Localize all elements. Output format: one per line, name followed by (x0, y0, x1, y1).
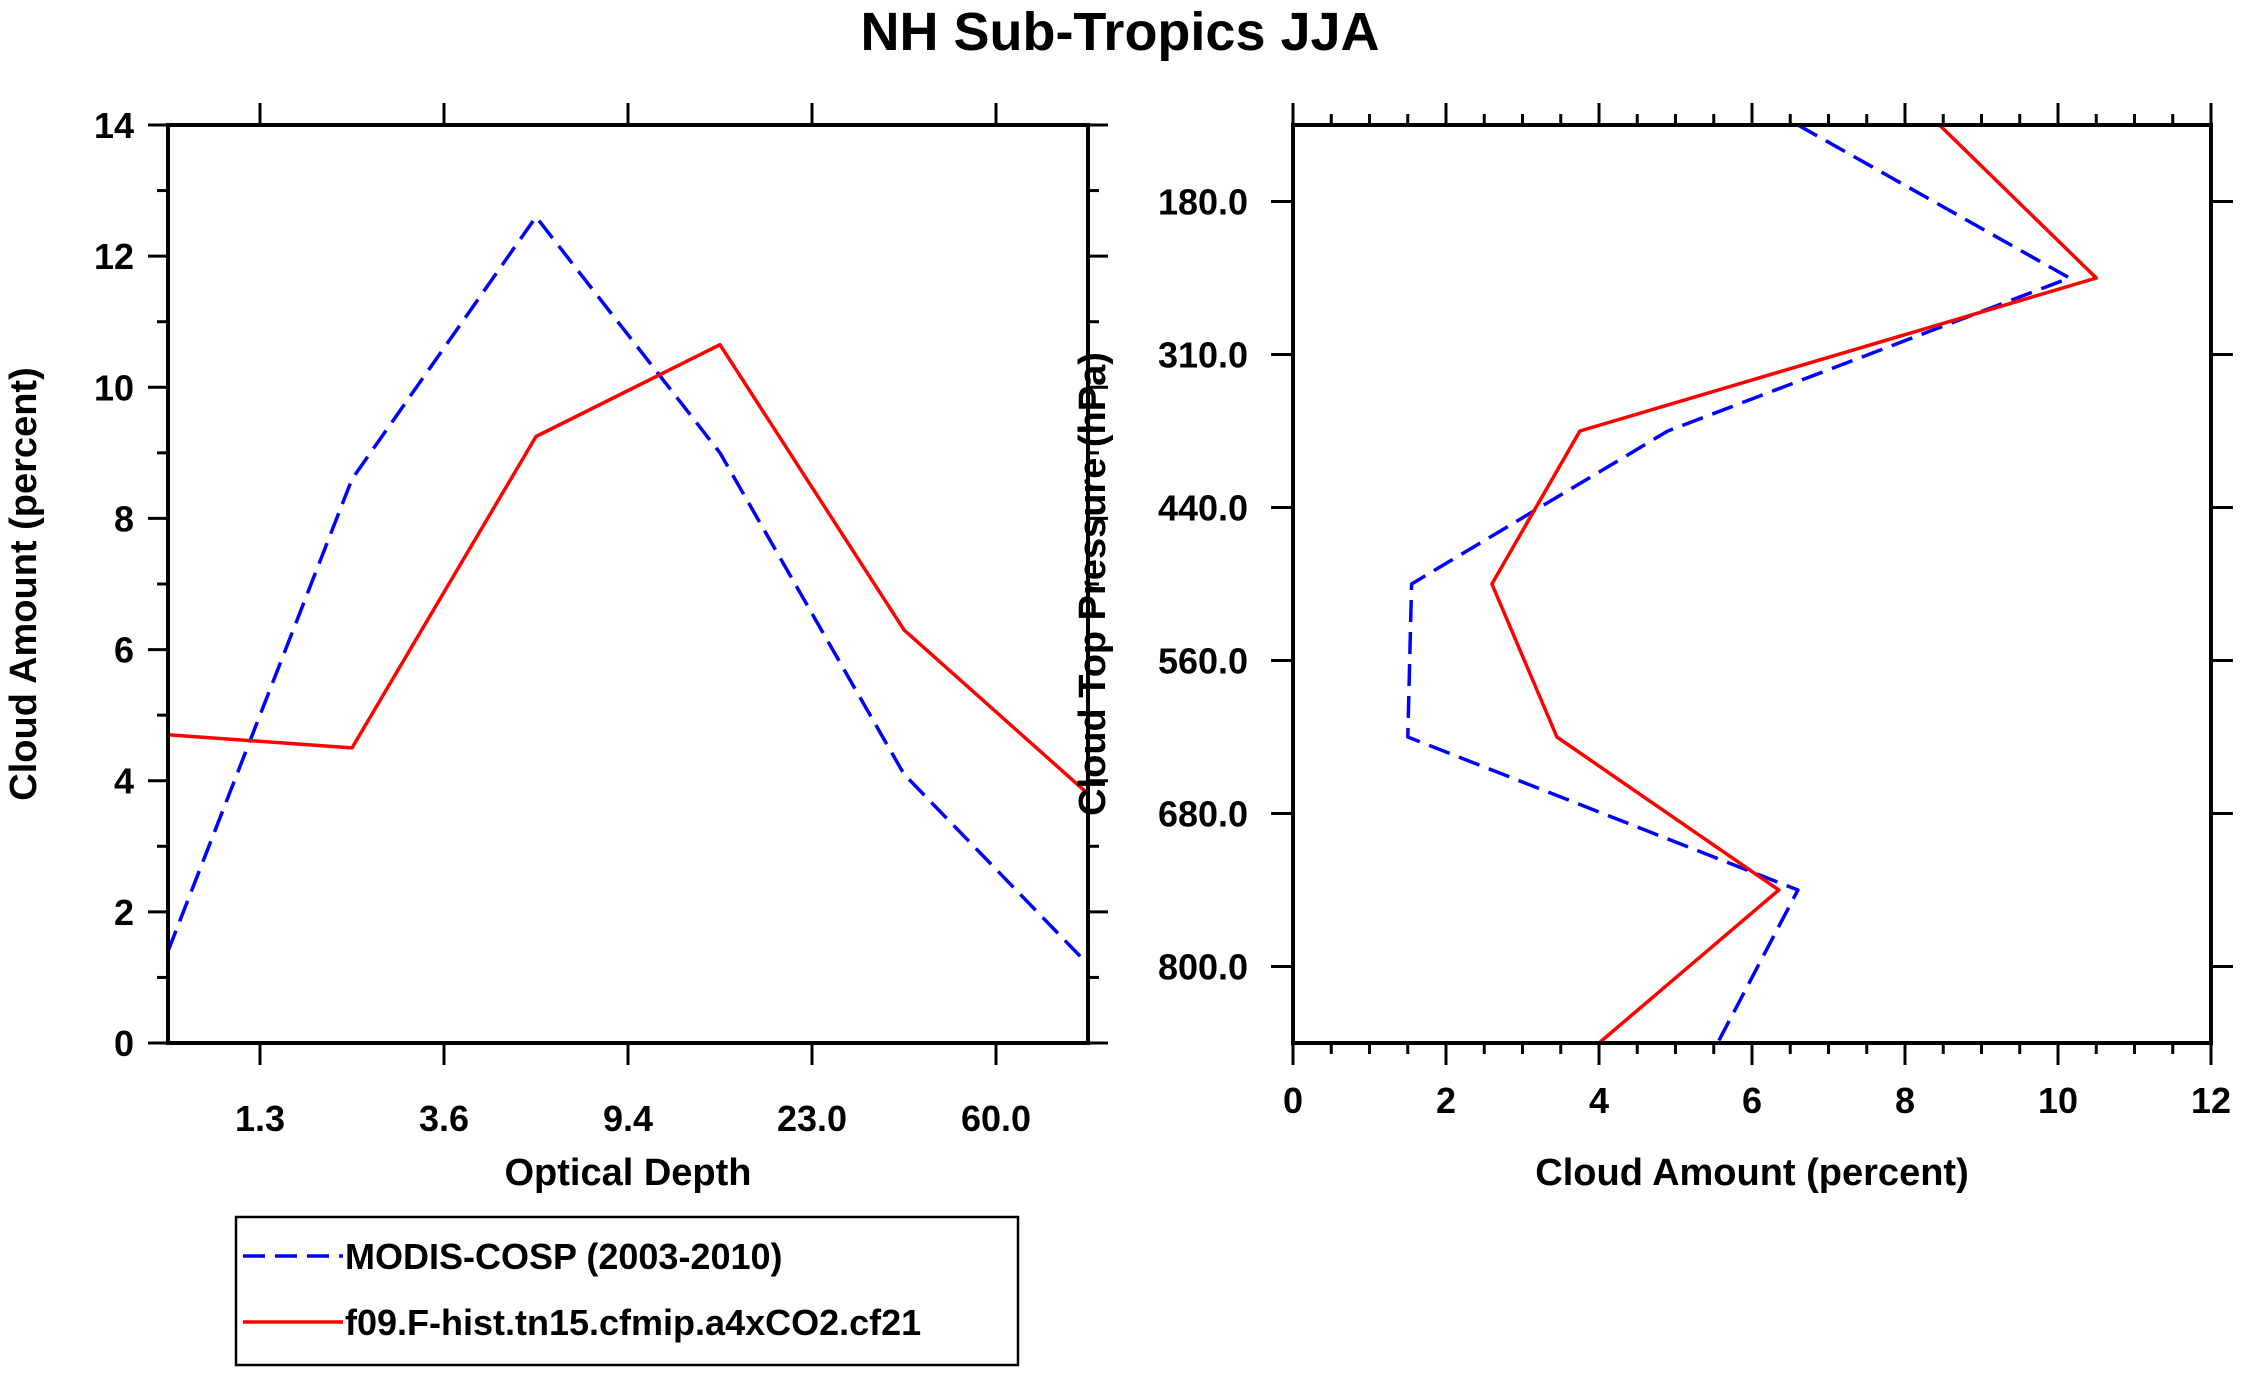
left-plot-frame (166, 123, 1090, 1045)
left-y-tick-label: 4 (114, 761, 134, 802)
right-y-tick-label: 560.0 (1158, 641, 1248, 682)
left-x-tick-label: 9.4 (603, 1098, 653, 1139)
left-y-tick-label: 0 (114, 1023, 134, 1064)
right-plot-frame (1291, 123, 2213, 1045)
left-y-axis-label: Cloud Amount (percent) (3, 367, 45, 800)
left-x-tick-label: 3.6 (419, 1098, 469, 1139)
left-series-lines (166, 215, 1090, 966)
left-y-tick-label: 10 (94, 367, 134, 408)
left-panel: 0 2 4 6 8 10 12 14 1.3 3.6 9.4 23.0 60.0 Optical Dep… (3, 103, 1108, 1194)
right-y-tick-label: 180.0 (1158, 182, 1248, 223)
left-y-tick-label: 14 (94, 105, 134, 146)
left-series-line-modis (166, 215, 1090, 966)
right-x-tick-label: 4 (1589, 1080, 1609, 1121)
right-axis-ticks: 0 2 4 6 8 10 12 180.0 310.0 440.0 560.0 680.0 800.0 (1158, 103, 2233, 1121)
left-y-tick-label: 8 (114, 498, 134, 539)
right-x-tick-label: 10 (2038, 1080, 2078, 1121)
right-x-tick-label: 0 (1283, 1080, 1303, 1121)
left-series-line-model (167, 342, 1090, 796)
left-y-tick-label: 6 (114, 630, 134, 671)
left-x-tick-label: 23.0 (777, 1098, 847, 1139)
right-y-axis-label: Cloud Top Pressure (hPa) (1072, 352, 1114, 816)
right-y-tick-label: 440.0 (1158, 488, 1248, 529)
left-axis-ticks: 0 2 4 6 8 10 12 14 1.3 3.6 9.4 23.0 60.0 (94, 103, 1108, 1139)
right-series-line-modis (1406, 123, 2072, 1044)
left-y-tick-label: 12 (94, 236, 134, 277)
right-series-line-model (1490, 123, 2099, 1045)
right-y-tick-label: 680.0 (1158, 794, 1248, 835)
right-panel: 0 2 4 6 8 10 12180.0310.0440.0560.0680.0800.0 … (1072, 103, 2233, 1194)
right-x-tick-label: 6 (1742, 1080, 1762, 1121)
legend-box (234, 1215, 1020, 1367)
left-x-tick-label: 60.0 (961, 1098, 1031, 1139)
right-y-tick-label: 800.0 (1158, 947, 1248, 988)
left-x-tick-label: 1.3 (235, 1098, 285, 1139)
right-x-tick-label: 12 (2191, 1080, 2231, 1121)
right-x-tick-label: 8 (1895, 1080, 1915, 1121)
legend-label-modis: MODIS-COSP (2003-2010) (345, 1236, 783, 1277)
left-y-tick-label: 2 (114, 892, 134, 933)
figure-title: NH Sub-Tropics JJA (860, 2, 1379, 62)
legend: MODIS-COSP (2003-2010) f09.F-hist.tn15.c… (234, 1215, 1020, 1367)
right-x-tick-label: 2 (1436, 1080, 1456, 1121)
left-x-axis-label: Optical Depth (504, 1152, 751, 1194)
right-series-lines (1406, 123, 2099, 1045)
legend-label-model: f09.F-hist.tn15.cfmip.a4xCO2.cf21 (345, 1302, 921, 1343)
right-y-tick-label: 310.0 (1158, 335, 1248, 376)
right-x-axis-label: Cloud Amount (percent) (1535, 1152, 1968, 1194)
